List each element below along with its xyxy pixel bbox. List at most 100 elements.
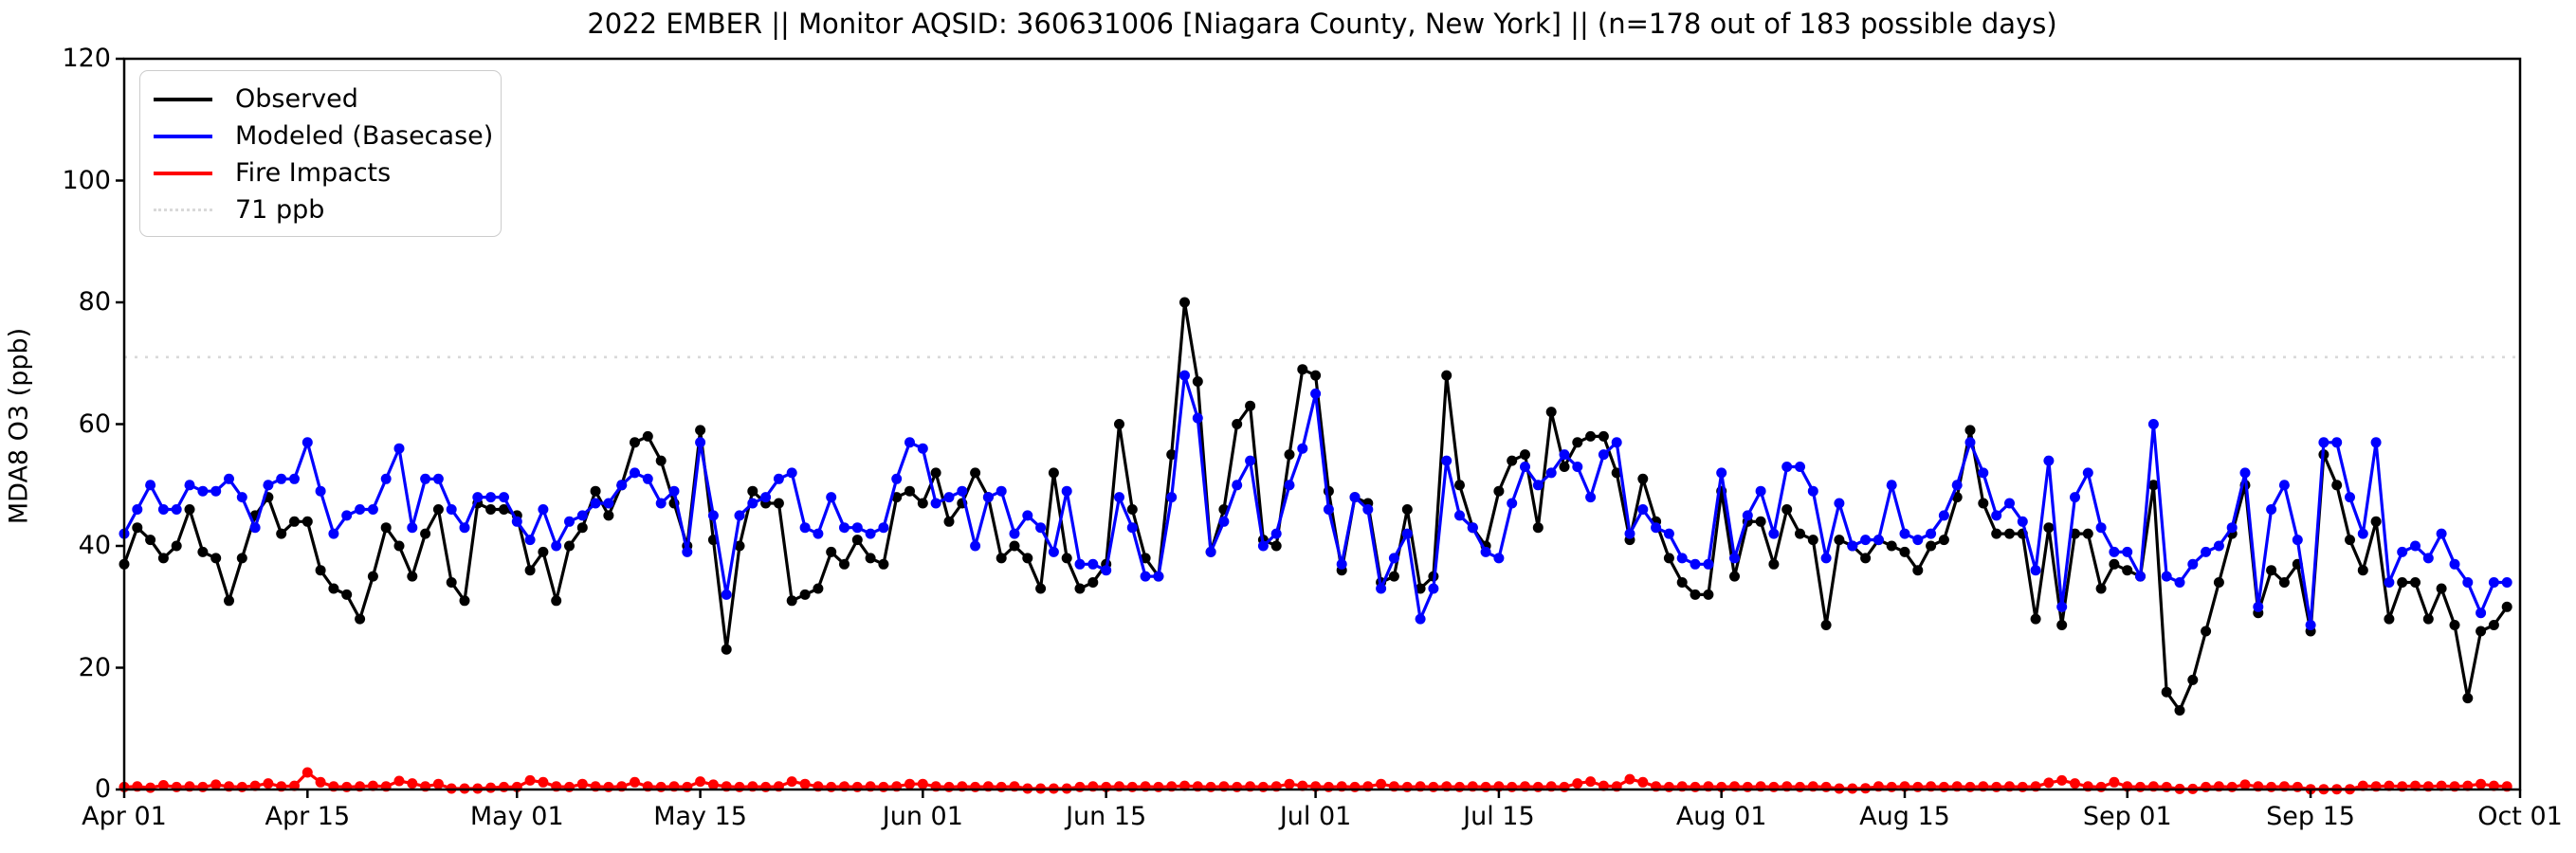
data-point <box>380 473 392 484</box>
data-point <box>603 498 614 509</box>
data-point <box>773 473 784 484</box>
data-point <box>1991 510 2002 521</box>
data-point <box>393 443 405 454</box>
data-point <box>1270 528 1282 539</box>
data-point <box>576 522 588 534</box>
y-tick-label: 0 <box>94 774 111 804</box>
threshold-line-sample <box>154 209 212 211</box>
data-point <box>630 776 640 788</box>
data-point <box>2004 498 2015 509</box>
data-point <box>1598 430 1609 442</box>
data-point <box>1520 462 1530 472</box>
data-point <box>1454 510 1465 521</box>
data-point <box>315 565 326 576</box>
data-point <box>2266 565 2277 576</box>
data-point <box>1926 540 1937 552</box>
data-point <box>2476 626 2487 637</box>
data-point <box>799 589 811 600</box>
data-point <box>1310 388 1322 399</box>
data-point <box>891 473 903 484</box>
data-point <box>1742 510 1753 521</box>
data-point <box>2370 437 2382 448</box>
data-point <box>1926 528 1937 539</box>
data-point <box>1507 498 1518 509</box>
data-point <box>1493 485 1505 497</box>
data-point <box>145 480 156 491</box>
data-point <box>2239 779 2251 790</box>
data-point <box>2253 601 2264 612</box>
data-point <box>1860 553 1872 564</box>
data-point <box>1964 425 1976 436</box>
data-point <box>1755 516 1766 527</box>
data-point <box>367 571 378 582</box>
modeled-line-sample <box>154 134 212 138</box>
data-point <box>930 467 941 479</box>
data-point <box>485 782 497 793</box>
data-point <box>2161 571 2172 582</box>
data-point <box>1153 571 1164 582</box>
data-point <box>813 528 824 539</box>
data-point <box>1964 437 1976 448</box>
data-point <box>446 504 457 515</box>
data-point <box>2109 546 2120 557</box>
legend-item-fire: Fire Impacts <box>154 154 501 191</box>
data-point <box>865 528 876 539</box>
data-point <box>1690 558 1701 570</box>
x-tick-label: Jul 15 <box>1463 802 1535 831</box>
data-point <box>2397 577 2408 588</box>
data-point <box>2122 546 2133 557</box>
data-point <box>2331 480 2343 491</box>
data-point <box>1532 480 1544 491</box>
data-point <box>917 443 928 454</box>
data-point <box>590 498 601 509</box>
data-point <box>355 504 366 515</box>
data-point <box>1598 449 1609 461</box>
data-point <box>1087 558 1099 570</box>
data-point <box>1126 522 1138 534</box>
data-point <box>524 535 536 546</box>
data-point <box>1899 546 1910 557</box>
y-tick-label: 100 <box>62 165 111 195</box>
data-point <box>1284 480 1295 491</box>
data-point <box>1114 492 1124 503</box>
data-point <box>1781 504 1793 515</box>
data-point <box>1572 462 1583 472</box>
data-point <box>1585 492 1597 503</box>
data-point <box>276 528 287 539</box>
data-point <box>157 780 169 790</box>
data-point <box>1376 778 1387 789</box>
data-point <box>2056 620 2068 630</box>
data-point <box>1323 504 1334 515</box>
data-point <box>393 540 405 552</box>
data-point <box>210 553 222 564</box>
data-point <box>695 437 706 448</box>
data-point <box>407 522 418 534</box>
data-point <box>2030 565 2041 576</box>
data-point <box>1009 540 1020 552</box>
data-point <box>407 571 418 582</box>
data-point <box>839 522 850 534</box>
data-point <box>1035 522 1047 534</box>
legend-label: Observed <box>235 84 358 114</box>
data-point <box>459 595 470 607</box>
data-point <box>1401 528 1413 539</box>
data-point <box>2436 583 2447 594</box>
data-point <box>1781 462 1793 472</box>
data-point <box>236 492 247 503</box>
data-point <box>1651 522 1662 534</box>
data-point <box>799 778 811 789</box>
data-point <box>1847 540 1858 552</box>
data-point <box>1336 558 1347 570</box>
data-point <box>1703 589 1714 600</box>
data-point <box>707 779 719 790</box>
data-point <box>1860 535 1872 546</box>
data-point <box>2187 558 2199 570</box>
data-point <box>1899 528 1910 539</box>
data-point <box>1166 449 1178 461</box>
data-point <box>851 535 863 546</box>
data-point <box>1834 535 1845 546</box>
data-point <box>1912 565 1924 576</box>
data-point <box>1061 485 1072 497</box>
data-point <box>1703 558 1714 570</box>
